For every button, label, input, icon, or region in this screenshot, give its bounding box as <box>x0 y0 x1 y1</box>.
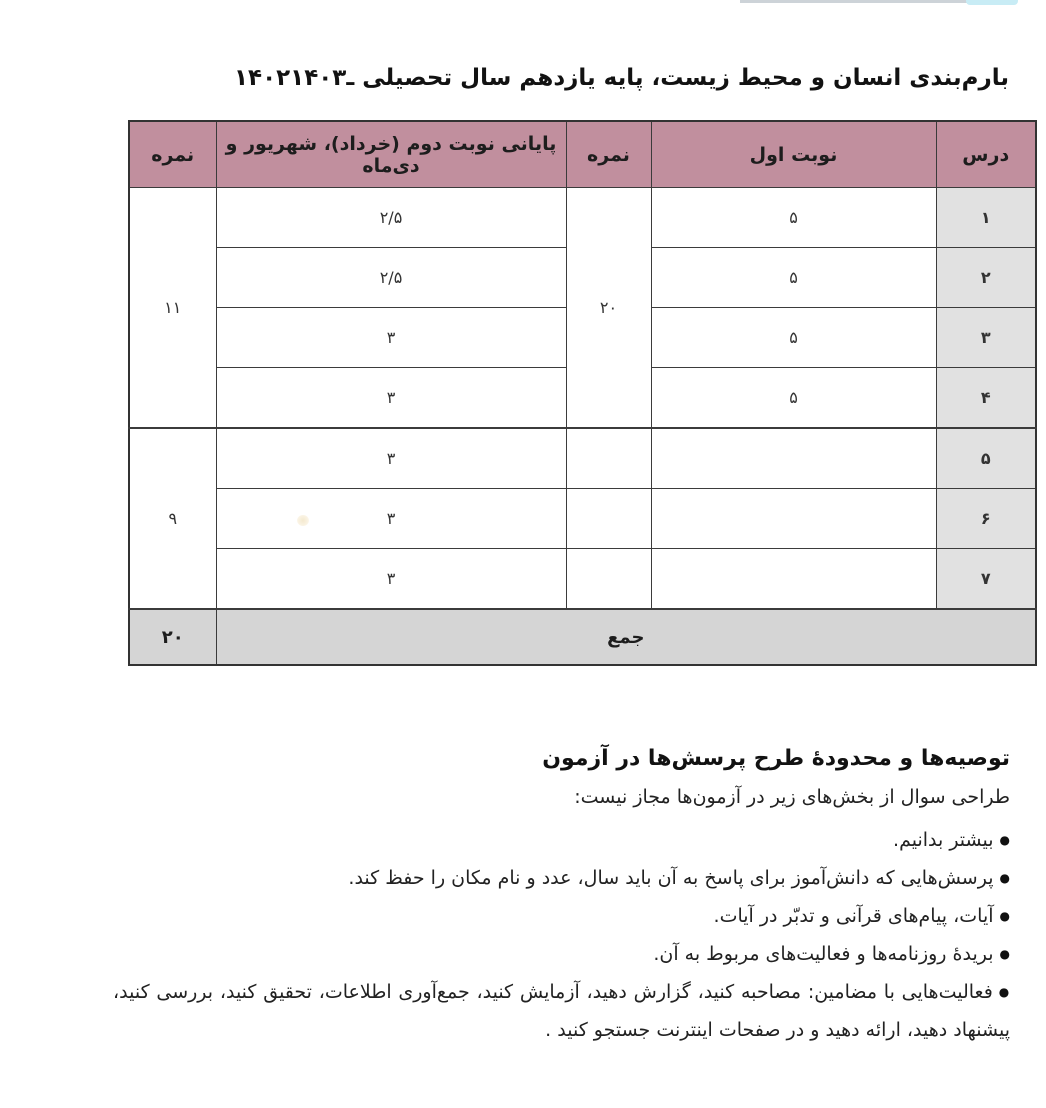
list-item-text: بیشتر بدانیم. <box>893 829 994 851</box>
notes-intro: طراحی سوال از بخش‌های زیر در آزمون‌ها مج… <box>574 786 1010 808</box>
second-term-total-cell-1-4: ۱۱ <box>128 187 217 429</box>
lesson-number-cell: ۷ <box>935 548 1037 610</box>
table-row: ۷ ۳ <box>129 548 1037 610</box>
second-term-total-cell-5-7: ۹ <box>128 427 217 610</box>
col-header-second-term-score: نمره <box>128 120 217 188</box>
table-row: ۳ ۵ ۳ <box>129 307 1037 368</box>
total-score-cell: ۲۰ <box>128 608 217 666</box>
table-row: ۵ ۳ ۹ <box>128 427 1037 610</box>
second-term-score-cell: ۳ <box>215 548 567 610</box>
lesson-number-cell: ۱ <box>935 187 1037 248</box>
bullet-icon: ● <box>999 909 1010 923</box>
list-item: ● بیشتر بدانیم. <box>113 821 1010 859</box>
first-term-score-cell: ۵ <box>650 187 937 248</box>
col-header-lesson: درس <box>935 120 1037 188</box>
list-item: ●فعالیت‌هایی با مضامین: مصاحبه کنید، گزا… <box>113 973 1010 1049</box>
col-header-second-term: پایانی نوبت دوم (خرداد)، شهریور و دی‌ماه <box>215 120 567 188</box>
first-term-score-cell <box>650 548 937 610</box>
notes-heading: توصیه‌ها و محدودهٔ طرح پرسش‌ها در آزمون <box>542 746 1010 771</box>
page-title-years: ۱۴۰۲ـ۱۴۰۳ <box>234 65 355 92</box>
top-edge-artifact-line <box>740 0 1016 3</box>
first-term-score-cell: ۵ <box>650 367 937 429</box>
grade-table: درس نوبت اول نمره پایانی نوبت دوم (خرداد… <box>128 120 1037 666</box>
table-row: ۴ ۵ ۳ <box>129 367 1037 429</box>
second-term-score-cell: ۳ <box>215 307 567 368</box>
first-term-score-cell: ۵ <box>650 307 937 368</box>
list-item: ● آیات، پیام‌های قرآنی و تدبّر در آیات. <box>113 897 1010 935</box>
bullet-icon: ● <box>999 947 1010 961</box>
lesson-number-cell: ۶ <box>935 488 1037 549</box>
first-term-total-cell: ۲۰ <box>565 187 652 429</box>
second-term-score-cell: ۲/۵ <box>215 247 567 308</box>
list-item: ● بریدهٔ روزنامه‌ها و فعالیت‌های مربوط به… <box>113 935 1010 973</box>
notes-list: ● بیشتر بدانیم. ● پرسش‌هایی که دانش‌آموز ب… <box>113 821 1010 1049</box>
list-item-text: پرسش‌هایی که دانش‌آموز برای پاسخ به آن ب… <box>348 867 994 889</box>
bullet-icon: ● <box>998 985 1010 999</box>
list-item-text: آیات، پیام‌های قرآنی و تدبّر در آیات. <box>713 905 994 927</box>
lesson-number-cell: ۵ <box>935 427 1037 489</box>
col-header-first-term-score: نمره <box>565 120 652 188</box>
first-term-score-empty-cell <box>565 427 652 489</box>
second-term-score-cell: ۳ <box>215 488 567 549</box>
lesson-number-cell: ۲ <box>935 247 1037 308</box>
total-label-cell: جمع <box>215 608 1037 666</box>
bullet-icon: ● <box>999 871 1010 885</box>
lesson-number-cell: ۳ <box>935 307 1037 368</box>
lesson-number-cell: ۴ <box>935 367 1037 429</box>
second-term-score-cell: ۳ <box>215 367 567 429</box>
total-row: جمع ۲۰ <box>128 608 1037 666</box>
table-row: ۶ ۳ <box>129 488 1037 549</box>
first-term-score-cell <box>650 488 937 549</box>
col-header-first-term: نوبت اول <box>650 120 937 188</box>
first-term-score-empty-cell <box>565 488 652 549</box>
first-term-score-cell <box>650 427 937 489</box>
table-row: ۱ ۵ ۲۰ ۲/۵ ۱۱ <box>128 187 1037 429</box>
list-item: ● پرسش‌هایی که دانش‌آموز برای پاسخ به آن … <box>113 859 1010 897</box>
list-item-text: فعالیت‌هایی با مضامین: مصاحبه کنید، گزار… <box>113 981 1010 1041</box>
second-term-score-cell: ۳ <box>215 427 567 489</box>
second-term-score-cell: ۲/۵ <box>215 187 567 248</box>
top-edge-highlight-strip <box>966 0 1018 5</box>
page-title: بارم‌بندی انسان و محیط زیست، پایه یازدهم… <box>113 65 1009 91</box>
first-term-score-cell: ۵ <box>650 247 937 308</box>
table-header-row: درس نوبت اول نمره پایانی نوبت دوم (خرداد… <box>128 120 1037 188</box>
list-item-text: بریدهٔ روزنامه‌ها و فعالیت‌های مربوط به … <box>653 943 994 965</box>
page-title-text: بارم‌بندی انسان و محیط زیست، پایه یازدهم… <box>362 65 1009 92</box>
first-term-score-empty-cell <box>565 548 652 610</box>
bullet-icon: ● <box>999 833 1010 847</box>
notes-section: توصیه‌ها و محدودهٔ طرح پرسش‌ها در آزمون … <box>113 746 1010 1049</box>
